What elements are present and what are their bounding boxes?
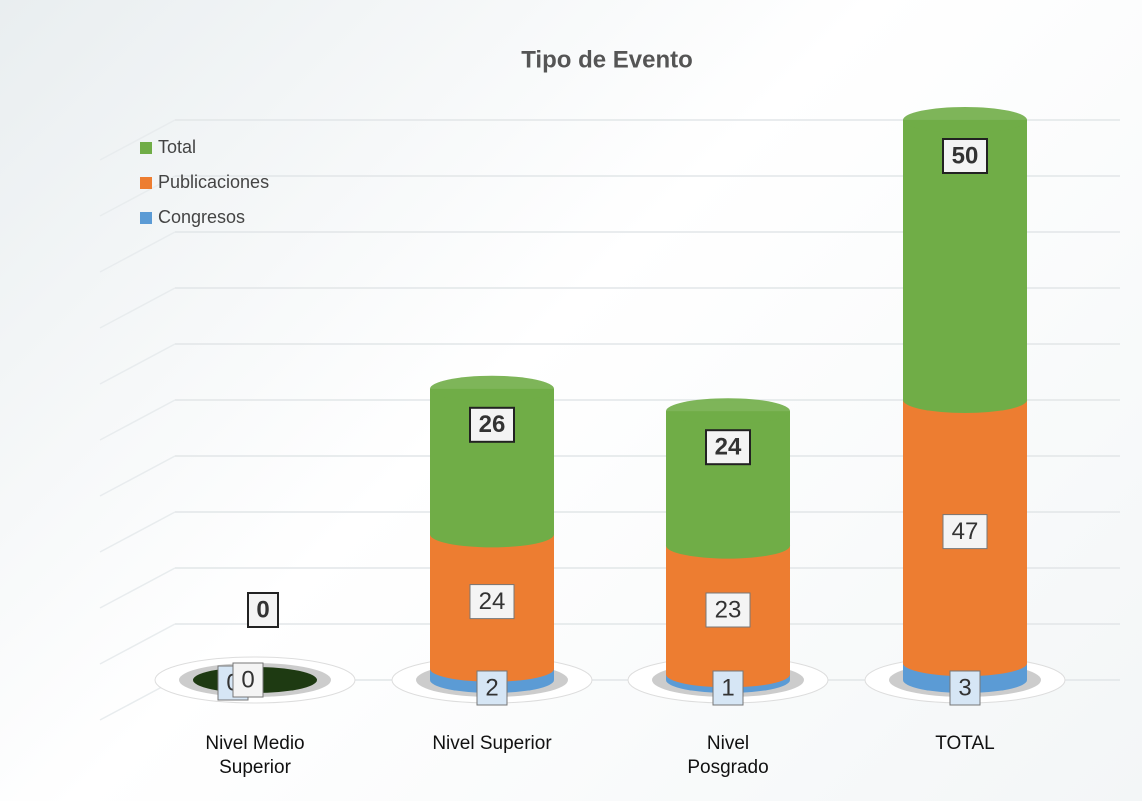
data-label: 24: [479, 588, 506, 615]
cylinder-top: [666, 398, 790, 425]
data-label-box: [469, 584, 515, 620]
data-label-box: [705, 592, 751, 628]
data-label-box: [949, 670, 981, 706]
data-label: 3: [958, 674, 971, 701]
grid-line: [99, 511, 176, 553]
x-tick-label: Nivel Superior: [432, 733, 552, 754]
grid-line: [99, 231, 176, 273]
grid-line: [99, 175, 176, 217]
x-tick-label: TOTAL: [935, 733, 995, 754]
cylinder-bottom: [666, 532, 790, 559]
data-label: 1: [721, 674, 734, 701]
data-label-box: [705, 429, 751, 466]
data-label-box: [942, 138, 988, 174]
grid-line: [99, 287, 176, 329]
data-label: 24: [715, 434, 742, 461]
data-label-box: [476, 670, 508, 706]
legend-swatch: [140, 212, 152, 224]
data-label: 0: [256, 596, 269, 623]
grid-line: [99, 343, 176, 385]
data-label-box: [232, 662, 264, 698]
data-label: 50: [952, 142, 979, 169]
data-label-box: [712, 670, 744, 706]
data-label-box: [469, 406, 515, 443]
grid-line: [99, 567, 176, 609]
x-tick-label: Nivel Medio Superior: [205, 733, 305, 778]
cylinder-bottom: [430, 521, 554, 548]
grid-line: [99, 119, 176, 161]
grid-line: [99, 623, 176, 665]
data-label-box: [247, 592, 279, 628]
legend-label: Congresos: [158, 207, 245, 227]
x-tick-label: Nivel Posgrado: [687, 733, 769, 778]
cylinder-bottom: [903, 650, 1027, 677]
data-label: 2: [485, 674, 498, 701]
data-label: 26: [479, 411, 506, 438]
legend-label: Publicaciones: [158, 172, 269, 192]
cylinder-top: [903, 107, 1027, 133]
cylinder-top: [430, 375, 554, 402]
legend-swatch: [140, 177, 152, 189]
legend-swatch: [140, 142, 152, 154]
cylinder-bottom: [430, 655, 554, 682]
cylinder-bottom: [903, 387, 1027, 413]
grid-line: [99, 399, 176, 441]
data-label-box: [942, 514, 988, 550]
legend-label: Total: [158, 137, 196, 157]
chart-title: Tipo de Evento: [521, 46, 693, 73]
grid-line: [99, 455, 176, 497]
data-label: 47: [952, 518, 979, 545]
data-label: 0: [241, 666, 254, 693]
data-label: 23: [715, 596, 742, 623]
